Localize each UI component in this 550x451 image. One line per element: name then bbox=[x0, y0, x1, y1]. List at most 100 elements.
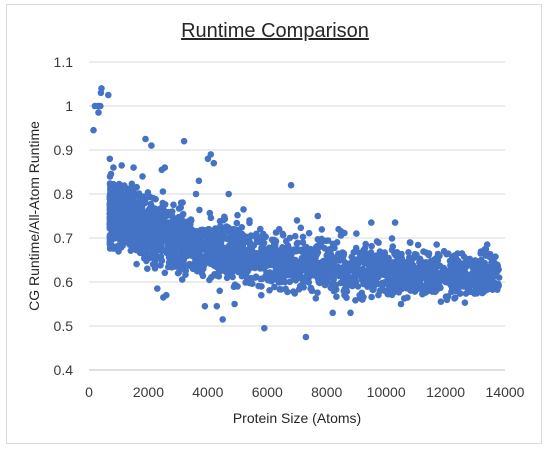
data-point bbox=[127, 247, 135, 254]
data-point bbox=[211, 271, 218, 278]
data-point bbox=[390, 270, 397, 278]
data-point bbox=[128, 180, 136, 188]
data-point bbox=[333, 293, 340, 301]
data-point bbox=[121, 199, 128, 207]
data-point bbox=[257, 258, 264, 266]
data-point bbox=[347, 309, 354, 317]
data-point bbox=[483, 241, 491, 248]
data-point bbox=[127, 212, 134, 220]
data-point bbox=[299, 233, 307, 241]
data-point bbox=[280, 259, 288, 267]
data-point bbox=[300, 284, 308, 291]
data-point bbox=[418, 285, 425, 292]
data-point bbox=[223, 225, 230, 232]
data-point bbox=[216, 287, 223, 295]
data-point bbox=[339, 275, 347, 283]
data-point bbox=[200, 233, 208, 240]
data-point bbox=[133, 208, 140, 215]
data-point bbox=[314, 243, 322, 250]
data-point bbox=[95, 109, 102, 116]
y-tick-label: 0.7 bbox=[54, 230, 74, 246]
data-point bbox=[451, 295, 458, 302]
data-point bbox=[286, 234, 294, 242]
data-point bbox=[427, 265, 435, 273]
data-point bbox=[112, 190, 119, 198]
data-point bbox=[388, 291, 396, 299]
data-point bbox=[329, 309, 337, 317]
data-point bbox=[358, 289, 366, 297]
data-point bbox=[201, 302, 209, 310]
data-point bbox=[255, 236, 263, 244]
data-point bbox=[385, 265, 393, 273]
data-point bbox=[451, 252, 458, 259]
data-point bbox=[228, 245, 236, 252]
data-point bbox=[430, 256, 438, 263]
y-tick-label: 0.4 bbox=[54, 362, 74, 378]
data-point bbox=[141, 196, 149, 204]
data-point bbox=[368, 293, 375, 301]
data-point bbox=[192, 190, 200, 198]
data-point bbox=[329, 265, 337, 273]
data-point bbox=[155, 214, 163, 221]
x-tick-label: 10000 bbox=[367, 384, 406, 400]
data-point bbox=[324, 237, 332, 244]
data-point bbox=[184, 242, 192, 249]
data-point bbox=[142, 135, 149, 143]
data-point bbox=[369, 273, 377, 281]
data-point bbox=[194, 253, 201, 260]
data-point bbox=[388, 235, 396, 242]
data-point bbox=[431, 288, 439, 296]
data-point bbox=[312, 295, 320, 302]
data-point bbox=[368, 242, 375, 250]
data-point bbox=[406, 239, 414, 246]
data-point bbox=[418, 272, 426, 279]
data-point bbox=[314, 212, 322, 220]
data-point bbox=[170, 217, 178, 225]
data-point bbox=[394, 256, 402, 264]
data-point bbox=[130, 164, 137, 171]
data-point bbox=[374, 280, 382, 288]
data-point bbox=[173, 224, 180, 232]
data-point bbox=[375, 239, 382, 246]
data-point bbox=[246, 217, 253, 224]
data-point bbox=[278, 264, 285, 272]
data-point bbox=[170, 201, 177, 209]
data-point bbox=[359, 296, 366, 303]
data-point bbox=[444, 293, 452, 300]
data-point bbox=[266, 287, 273, 294]
data-point bbox=[236, 255, 244, 262]
data-point bbox=[426, 270, 434, 278]
data-point bbox=[339, 249, 346, 256]
data-point bbox=[269, 246, 277, 253]
data-point bbox=[298, 248, 306, 255]
data-point bbox=[272, 261, 280, 269]
data-point bbox=[222, 234, 229, 242]
data-point bbox=[124, 239, 131, 246]
data-point bbox=[461, 299, 469, 307]
data-point bbox=[353, 230, 360, 237]
x-tick-label: 2000 bbox=[133, 384, 164, 400]
data-point bbox=[171, 239, 179, 246]
data-point bbox=[166, 253, 174, 261]
data-point bbox=[160, 226, 168, 234]
data-point bbox=[490, 273, 498, 280]
data-point bbox=[161, 269, 169, 277]
data-point bbox=[287, 252, 295, 259]
data-point bbox=[133, 183, 140, 191]
data-point bbox=[376, 287, 384, 295]
data-point bbox=[434, 250, 442, 258]
data-point bbox=[405, 249, 412, 256]
data-point bbox=[169, 208, 176, 215]
data-point bbox=[110, 180, 117, 188]
data-point bbox=[179, 210, 187, 218]
data-point bbox=[420, 248, 427, 255]
data-point bbox=[382, 287, 390, 295]
y-axis-ticks: 0.4 0.5 0.6 0.7 0.8 0.9 1 1.1 bbox=[54, 54, 74, 378]
data-point bbox=[381, 261, 389, 269]
y-tick-label: 0.5 bbox=[54, 318, 74, 334]
data-point bbox=[302, 273, 310, 281]
chart-title: Runtime Comparison bbox=[181, 20, 369, 42]
data-point bbox=[258, 291, 265, 299]
data-point bbox=[130, 242, 138, 250]
data-point bbox=[401, 270, 408, 278]
